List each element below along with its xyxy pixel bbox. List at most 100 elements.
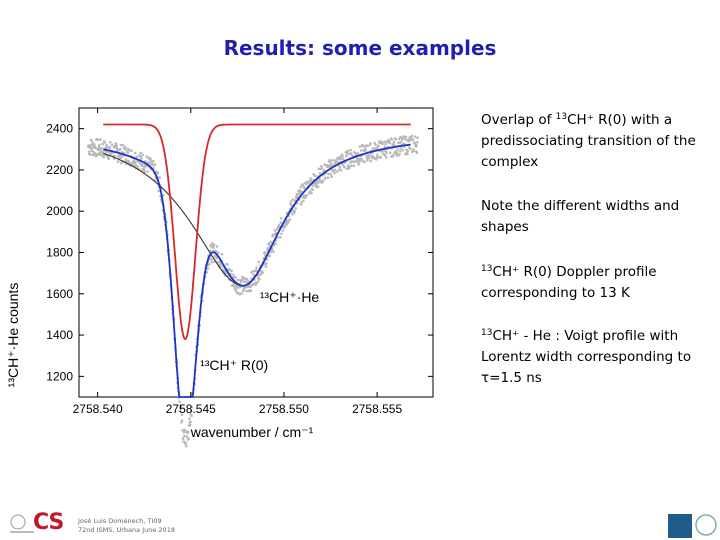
data-point (331, 159, 335, 162)
data-point (383, 140, 386, 144)
data-point (212, 246, 215, 249)
data-point (360, 149, 363, 152)
data-point (180, 413, 184, 417)
data-point (335, 170, 339, 173)
data-point (245, 289, 248, 293)
data-point (143, 170, 146, 173)
data-point (121, 143, 125, 147)
data-point (280, 232, 283, 236)
data-point (98, 143, 101, 147)
data-point (100, 154, 104, 157)
data-point (99, 138, 102, 141)
data-point (118, 153, 121, 157)
data-point (401, 149, 405, 152)
data-point (115, 144, 118, 147)
data-point (301, 183, 305, 186)
data-point (322, 169, 326, 172)
data-point (350, 164, 353, 167)
data-point (230, 269, 233, 273)
data-point (264, 265, 268, 268)
data-point (241, 278, 244, 282)
data-point (318, 172, 322, 175)
data-point (352, 164, 356, 167)
data-point (384, 156, 388, 159)
data-point (394, 137, 398, 141)
data-point (107, 157, 111, 161)
voigt-profile-line (103, 152, 243, 287)
university-logo (668, 514, 692, 538)
data-point (181, 437, 185, 440)
y-axis-label: ¹³CH⁺·He counts (5, 283, 21, 388)
data-point (376, 156, 380, 159)
widths-note: Note the different widths and shapes (481, 198, 680, 235)
data-point (416, 136, 420, 140)
data-point (243, 280, 247, 284)
data-point (256, 280, 259, 284)
data-point (288, 218, 292, 221)
doppler-profile-line (103, 123, 411, 341)
data-point (102, 155, 105, 159)
data-point (205, 271, 209, 274)
data-point (356, 152, 360, 155)
data-point (294, 207, 298, 210)
data-point (365, 154, 368, 158)
data-point (149, 158, 152, 162)
data-point (358, 145, 362, 148)
data-point (287, 220, 290, 223)
data-point (335, 160, 339, 163)
data-point (291, 198, 295, 201)
university-seal-logo (695, 514, 717, 536)
data-point (184, 441, 188, 445)
data-point (367, 156, 371, 160)
spectrum-chart: 1200 1400 1600 1800 2000 2200 2400 2758.540 2758… (5, 107, 434, 448)
data-point (388, 141, 392, 145)
data-point (303, 186, 306, 190)
data-point (410, 134, 414, 138)
data-point (317, 181, 320, 184)
data-point (310, 191, 313, 195)
data-point (368, 154, 371, 157)
y-tick-label: 2000 (46, 204, 73, 218)
footer-credit: José Luis Doménech, TI09 72nd ISMS, Urba… (78, 517, 175, 535)
voigt-post: CH⁺ - He : Voigt profile with Lorentz wi… (481, 328, 692, 386)
data-point (279, 235, 282, 239)
data-point (181, 428, 184, 432)
data-point (178, 409, 182, 413)
data-point (183, 428, 186, 432)
data-point (118, 147, 122, 151)
data-point (130, 149, 133, 152)
y-tick-label: 2400 (46, 122, 73, 136)
data-point (299, 185, 303, 189)
data-point (406, 152, 409, 156)
data-point (188, 417, 191, 420)
data-point (399, 140, 403, 144)
data-point (180, 419, 184, 422)
data-point (369, 159, 373, 163)
data-point (207, 262, 211, 266)
data-point (404, 135, 408, 139)
data-point (187, 430, 190, 434)
slide-title: Results: some examples (223, 36, 497, 60)
overlap-sup: 13 (555, 112, 568, 122)
csic-logo: CS (33, 510, 64, 535)
data-point (388, 151, 392, 154)
data-point (178, 400, 181, 404)
data-point (320, 165, 323, 168)
data-point (354, 152, 358, 155)
data-point (140, 162, 144, 166)
data-point (88, 150, 91, 153)
data-point (293, 210, 296, 213)
data-point (119, 143, 123, 147)
footer-line2: 72nd ISMS, Urbana June 2018 (78, 526, 175, 534)
data-point (349, 148, 353, 152)
data-point (333, 168, 337, 172)
data-point (206, 267, 210, 270)
data-point (359, 159, 362, 163)
data-point (254, 283, 258, 287)
data-point (190, 405, 194, 409)
data-point (89, 153, 92, 156)
data-point (232, 273, 235, 277)
data-point (105, 145, 109, 149)
data-point (309, 177, 313, 180)
data-point (411, 138, 415, 141)
